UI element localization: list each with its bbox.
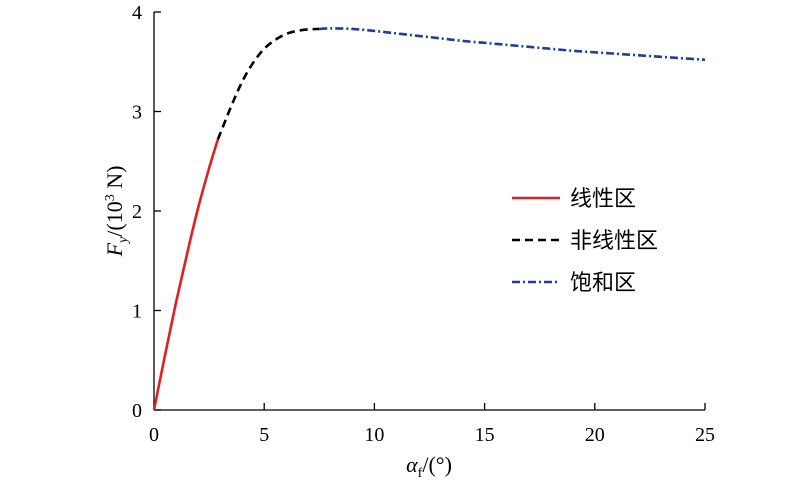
series-saturation-line: [319, 27, 706, 62]
legend-label-nonlinear: 非线性区: [570, 229, 658, 254]
plot-series: [152, 27, 706, 411]
x-tick-label: 15: [475, 424, 495, 446]
series-nonlinear-line: [216, 27, 320, 140]
series-linear-line: [152, 139, 220, 411]
y-axis-title-sup: 3: [103, 194, 118, 201]
x-axis-title: αf/(°): [406, 452, 452, 481]
legend: 线性区 非线性区 饱和区: [512, 187, 658, 296]
y-ticks: 0 1 2 3 4: [132, 2, 161, 422]
y-axis-title-tail: N): [102, 166, 127, 195]
x-axis-title-rest: /(°): [422, 452, 452, 477]
y-tick-label: 1: [132, 301, 142, 323]
y-tick-label: 0: [132, 400, 142, 422]
legend-label-linear: 线性区: [570, 187, 636, 212]
x-tick-label: 20: [585, 424, 605, 446]
x-tick-label: 0: [149, 424, 159, 446]
y-axis-title-rest: /(10: [102, 201, 127, 236]
y-tick-label: 4: [132, 2, 142, 24]
y-axis-title: Fy/(103 N): [102, 166, 131, 258]
x-axis-title-main: α: [406, 452, 418, 477]
y-axis-title-main: F: [102, 242, 127, 257]
x-tick-label: 25: [695, 424, 715, 446]
legend-label-saturation: 饱和区: [570, 271, 636, 296]
y-axis-title-sub: y: [116, 236, 131, 245]
legend-item-linear: 线性区: [512, 187, 636, 212]
legend-item-saturation: 饱和区: [512, 271, 636, 296]
x-axis-title-sub: f: [418, 466, 423, 481]
legend-item-nonlinear: 非线性区: [512, 229, 658, 254]
x-ticks: 0 5 10 15 20 25: [149, 403, 715, 446]
y-tick-label: 2: [132, 201, 142, 223]
y-tick-label: 3: [132, 102, 142, 124]
x-tick-label: 5: [259, 424, 269, 446]
x-tick-label: 10: [364, 424, 384, 446]
